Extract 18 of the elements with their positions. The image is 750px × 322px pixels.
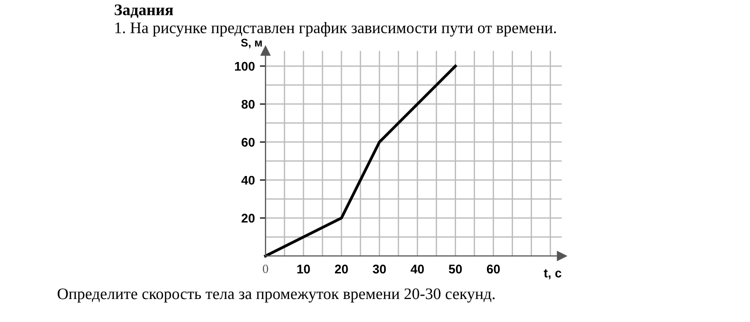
x-tick-label: 10 xyxy=(297,264,310,274)
text: Определите скорость тела за промежуток времени 20-30 секунд. xyxy=(58,288,495,302)
x-tick-label: 60 xyxy=(486,264,500,274)
y-axis-title: S, м xyxy=(241,38,262,48)
y-tick-label: 40 xyxy=(241,176,255,185)
x-tick-label: 20 xyxy=(334,264,348,274)
line-series xyxy=(264,64,457,258)
x-axis-title: t, с xyxy=(544,269,562,280)
x-tick-label: 30 xyxy=(372,264,386,274)
chart-subtitle: 1. На рисунке представлен график зависимости пути от времени. xyxy=(115,22,556,37)
y-tick-label: 100 xyxy=(235,62,255,71)
y-tick-label: 60 xyxy=(242,138,255,147)
x-tick-label: 50 xyxy=(448,264,462,274)
x-tick-label: 40 xyxy=(410,264,424,274)
y-tick-label: 20 xyxy=(242,214,255,223)
x-tick-label: 0 xyxy=(262,264,268,274)
y-tick-label: 80 xyxy=(242,100,255,109)
chart-title: Задания xyxy=(114,4,174,18)
